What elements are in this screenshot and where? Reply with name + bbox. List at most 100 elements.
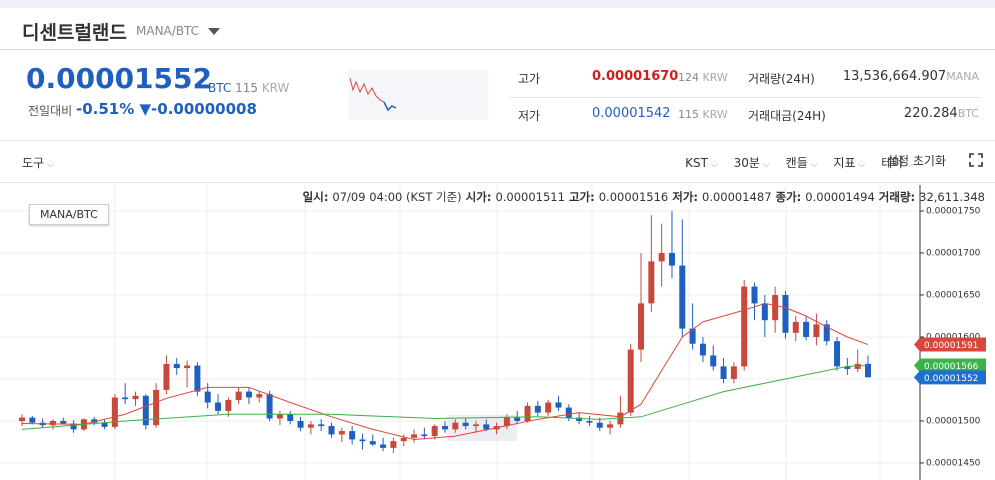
candle-body: [834, 341, 841, 367]
info-label: 거래량:: [878, 190, 916, 204]
candle-body: [70, 423, 77, 430]
candle-body: [803, 321, 810, 337]
candle-body: [462, 422, 469, 427]
candle-body: [679, 265, 686, 329]
toolbar-left: 도구: [6, 152, 54, 171]
ohlc-info: 일시: 07/09 04:00 (KST 기준) 시가: 0.00001511 고가: 0…: [299, 189, 985, 205]
candle-body: [751, 286, 758, 304]
candle-body: [524, 405, 531, 421]
candle-body: [648, 261, 655, 304]
candle-body: [194, 365, 201, 392]
candle-body: [184, 365, 191, 369]
candle-body: [122, 397, 129, 400]
info-value: 0.00001516: [598, 190, 669, 204]
fullscreen-icon[interactable]: [969, 153, 983, 167]
candle-body: [297, 421, 304, 428]
info-value: 32,611.348: [919, 190, 985, 204]
candle-body: [638, 303, 645, 350]
reset-button[interactable]: 설정 초기화: [887, 154, 947, 168]
candle-body: [29, 417, 36, 423]
price-tag: [914, 358, 986, 373]
candle-body: [710, 355, 717, 367]
divider: [0, 49, 995, 50]
krw: 124: [678, 71, 699, 84]
current-price: 0.00001552: [26, 62, 212, 95]
candle-body: [607, 424, 614, 428]
candle-body: [545, 402, 552, 413]
info-label: 고가:: [568, 190, 595, 204]
candle-body: [534, 405, 541, 413]
pair[interactable]: MANA/BTC: [136, 24, 200, 38]
candle-body: [483, 424, 490, 430]
dropdown-icon[interactable]: [207, 26, 221, 36]
candle-body: [49, 421, 56, 426]
info-label: 일시:: [302, 190, 329, 204]
candle-body: [431, 426, 438, 437]
volume-label: 거래량(24H): [748, 72, 815, 86]
candle-body: [576, 417, 583, 421]
info-label: 시가:: [465, 190, 492, 204]
krw-unit: KRW: [702, 108, 728, 121]
krw-unit: KRW: [702, 71, 728, 84]
candle-body: [730, 366, 737, 379]
info-value: 07/09 04:00 (KST 기준): [332, 190, 462, 204]
candle-body: [142, 395, 149, 426]
amount: 220.284BTC: [904, 106, 979, 121]
candle-body: [565, 407, 572, 418]
candle-body: [287, 414, 294, 421]
y-tick-label: 0.00001450: [926, 459, 981, 469]
candle-body: [359, 439, 366, 442]
candle-body: [421, 434, 428, 437]
krw: 115: [235, 81, 258, 95]
unit: BTC: [208, 81, 232, 95]
info-label: 저가:: [672, 190, 698, 204]
change-pct: -0.51%: [76, 100, 135, 118]
price-tag: [914, 370, 986, 385]
candle-body: [60, 421, 67, 424]
chart-legend: MANA/BTC: [29, 204, 109, 225]
y-tick-label: 0.00001500: [926, 417, 981, 427]
candle-body: [19, 417, 25, 421]
toolbar-item[interactable]: 지표: [833, 156, 865, 170]
coin-title[interactable]: 디센트럴랜드: [22, 22, 127, 44]
candle-body: [153, 389, 160, 426]
candle-body: [627, 349, 634, 413]
candle-body: [689, 328, 696, 344]
candle-body: [101, 422, 108, 427]
candle-body: [245, 391, 252, 398]
candle-body: [235, 391, 242, 400]
high-value: 0.00001670: [592, 69, 679, 84]
candle-body: [266, 394, 273, 419]
volume-value: 13,536,664.907: [842, 69, 947, 84]
toolbar-right: KST 30분 캔들 지표 테마: [669, 152, 913, 171]
divider: [510, 97, 980, 98]
y-tick-label: 0.00001750: [926, 207, 981, 217]
candle-body: [472, 424, 479, 427]
top-strip: [0, 0, 995, 8]
candle-body: [91, 419, 98, 423]
y-tick-label: 0.00001700: [926, 249, 981, 259]
candle-body: [400, 437, 407, 442]
change-abs: ▼-0.00000008: [139, 100, 257, 118]
amount-value: 220.284: [903, 106, 958, 121]
y-tick-label: 0.00001600: [926, 333, 981, 343]
candle-body: [349, 431, 356, 440]
high-label: 고가: [518, 72, 541, 86]
candle-body: [514, 417, 521, 421]
candle-body: [215, 402, 222, 411]
price-tag-label: 0.00001566: [924, 362, 979, 372]
candle-body: [865, 363, 871, 378]
candle-body: [163, 363, 170, 390]
toolbar-item[interactable]: 30분: [734, 156, 770, 170]
candle-body: [369, 441, 376, 445]
price-tag: [914, 337, 986, 352]
candle-body: [276, 414, 283, 419]
toolbar-item[interactable]: 캔들: [786, 156, 818, 170]
high-krw: 124 KRW: [678, 71, 728, 84]
amount-label: 거래대금(24H): [748, 109, 826, 123]
info-value: 0.00001511: [495, 190, 565, 204]
toolbar-item[interactable]: 테마: [881, 156, 913, 170]
tools-button[interactable]: 도구: [22, 156, 54, 170]
toolbar-item[interactable]: KST: [685, 156, 718, 170]
candle-body: [204, 391, 211, 403]
